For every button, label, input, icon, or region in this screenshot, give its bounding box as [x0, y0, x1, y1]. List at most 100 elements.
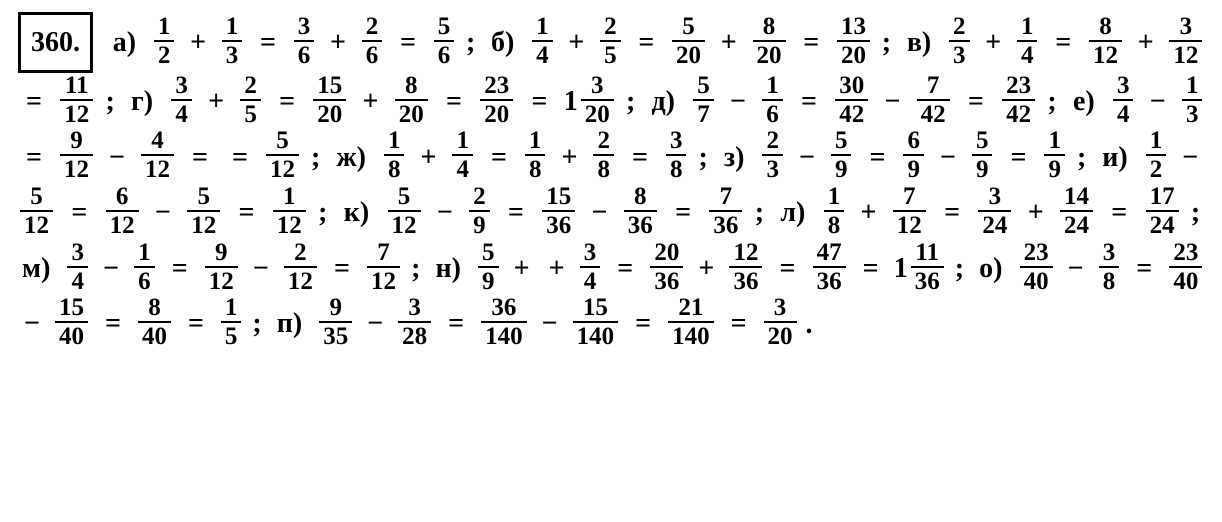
- fraction: 59: [831, 128, 852, 182]
- fraction: 23: [762, 128, 783, 182]
- fraction: 14: [532, 14, 553, 68]
- op-eq: =: [801, 86, 817, 117]
- op-plus: +: [363, 86, 379, 117]
- fraction: 18: [384, 128, 405, 182]
- op-eq: =: [26, 86, 42, 117]
- fraction: 13: [222, 14, 243, 68]
- semicolon: ;: [105, 86, 114, 117]
- fraction: 412: [141, 128, 174, 182]
- fraction: 21140: [668, 295, 714, 349]
- op-eq: =: [334, 253, 350, 284]
- fraction: 812: [1089, 14, 1122, 68]
- fraction: 1320: [837, 14, 870, 68]
- mixed-whole: 1: [894, 253, 908, 284]
- fraction: 2036: [650, 240, 683, 294]
- label-v: в): [907, 27, 931, 58]
- fraction: 16: [762, 73, 783, 127]
- mixed-whole: 1: [564, 86, 578, 117]
- op-minus: −: [592, 197, 608, 228]
- label-n: н): [435, 253, 460, 284]
- semicolon: ;: [252, 308, 261, 339]
- op-eq: =: [731, 308, 747, 339]
- op-eq: =: [635, 308, 651, 339]
- op-plus: +: [1138, 27, 1154, 58]
- fraction: 320: [764, 295, 797, 349]
- fraction: 15: [221, 295, 242, 349]
- fraction: 2340: [1020, 240, 1053, 294]
- op-eq: =: [531, 86, 547, 117]
- fraction: 328: [398, 295, 431, 349]
- label-e: е): [1073, 86, 1095, 117]
- label-zh: ж): [336, 142, 366, 173]
- op-eq: =: [1111, 197, 1127, 228]
- fraction: 820: [395, 73, 428, 127]
- fraction: 512: [20, 184, 53, 238]
- op-minus: −: [437, 197, 453, 228]
- op-eq: =: [1055, 27, 1071, 58]
- op-minus: −: [1068, 253, 1084, 284]
- fraction: 520: [672, 14, 705, 68]
- fraction: 12: [154, 14, 175, 68]
- fraction: 212: [284, 240, 317, 294]
- fraction: 15140: [573, 295, 619, 349]
- fraction: 2342: [1002, 73, 1035, 127]
- op-plus: +: [721, 27, 737, 58]
- op-plus: +: [549, 253, 565, 284]
- fraction: 4736: [813, 240, 846, 294]
- label-b: б): [491, 27, 514, 58]
- fraction: 324: [978, 184, 1011, 238]
- op-minus: −: [1182, 142, 1198, 173]
- fraction: 34: [580, 240, 601, 294]
- fraction: 1540: [55, 295, 88, 349]
- op-minus: −: [1150, 86, 1166, 117]
- fraction: 34: [171, 73, 192, 127]
- fraction: 912: [205, 240, 238, 294]
- op-plus: +: [330, 27, 346, 58]
- period: .: [806, 308, 813, 339]
- fraction: 26: [362, 14, 383, 68]
- label-d: д): [652, 86, 676, 117]
- fraction: 840: [138, 295, 171, 349]
- semicolon: ;: [1077, 142, 1086, 173]
- op-minus: −: [799, 142, 815, 173]
- fraction: 28: [593, 128, 614, 182]
- op-plus: +: [421, 142, 437, 173]
- semicolon: ;: [466, 27, 475, 58]
- fraction: 36140: [481, 295, 527, 349]
- fraction: 836: [624, 184, 657, 238]
- op-plus: +: [568, 27, 584, 58]
- op-eq: =: [232, 142, 248, 173]
- op-minus: −: [24, 308, 40, 339]
- semicolon: ;: [318, 197, 327, 228]
- problem-number: 360.: [18, 12, 93, 73]
- fraction: 23: [949, 14, 970, 68]
- op-eq: =: [803, 27, 819, 58]
- fraction: 320: [581, 73, 614, 127]
- fraction: 935: [319, 295, 352, 349]
- op-eq: =: [508, 197, 524, 228]
- op-eq: =: [675, 197, 691, 228]
- op-eq: =: [863, 253, 879, 284]
- fraction: 3042: [835, 73, 868, 127]
- fraction: 38: [666, 128, 687, 182]
- op-minus: −: [884, 86, 900, 117]
- label-a: а): [113, 27, 136, 58]
- fraction: 25: [600, 14, 621, 68]
- fraction: 1520: [313, 73, 346, 127]
- op-eq: =: [491, 142, 507, 173]
- op-plus: +: [190, 27, 206, 58]
- op-plus: +: [1028, 197, 1044, 228]
- op-minus: −: [253, 253, 269, 284]
- op-eq: =: [172, 253, 188, 284]
- fraction: 34: [1113, 73, 1134, 127]
- semicolon: ;: [411, 253, 420, 284]
- fraction: 612: [106, 184, 139, 238]
- op-eq: =: [617, 253, 633, 284]
- fraction: 14: [452, 128, 473, 182]
- fraction: 25: [240, 73, 261, 127]
- op-plus: +: [562, 142, 578, 173]
- fraction: 14: [1017, 14, 1038, 68]
- fraction: 18: [824, 184, 845, 238]
- fraction: 57: [693, 73, 714, 127]
- op-eq: =: [869, 142, 885, 173]
